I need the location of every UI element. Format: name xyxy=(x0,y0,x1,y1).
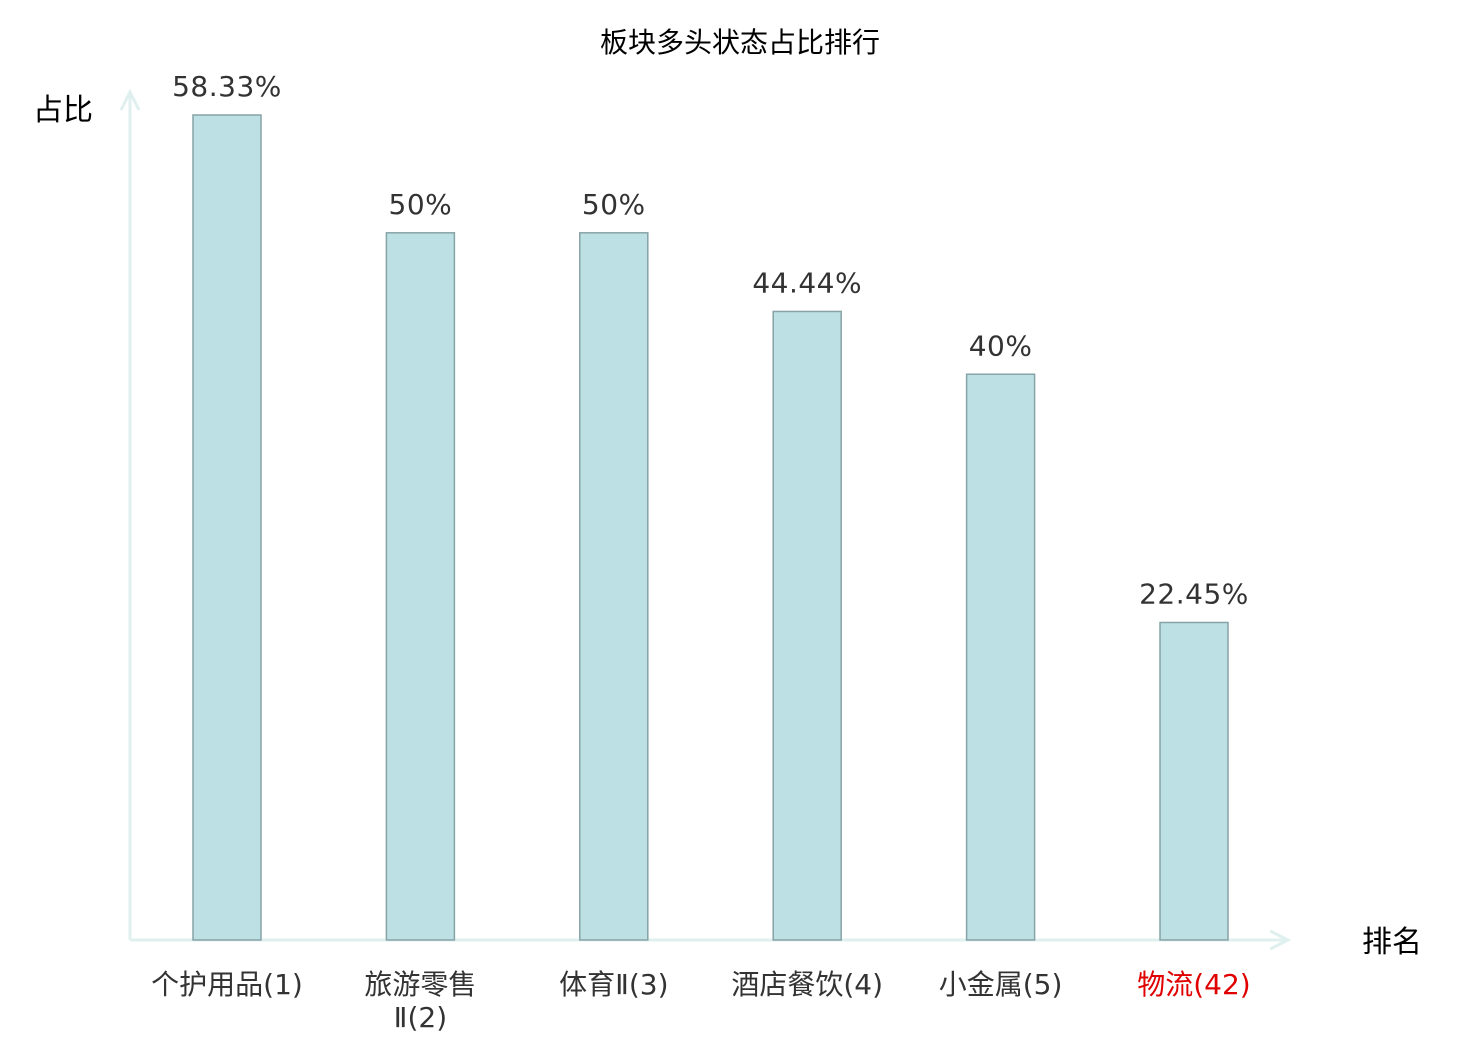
bar xyxy=(579,232,649,941)
x-axis-arrow-icon xyxy=(1269,929,1292,951)
category-label: Ⅱ(2) xyxy=(394,1001,447,1034)
bar xyxy=(192,114,262,941)
bar xyxy=(385,232,456,941)
y-axis-arrow-icon xyxy=(119,88,141,111)
category-label: 酒店餐饮(4) xyxy=(731,968,883,1001)
bar-value-label: 58.33% xyxy=(172,70,282,103)
bar-value-label: 50% xyxy=(582,188,646,221)
bar-value-label: 40% xyxy=(969,329,1033,362)
bar-value-label: 44.44% xyxy=(752,266,862,299)
category-label-highlight: 物流(42) xyxy=(1137,968,1250,1001)
bar-value-label: 22.45% xyxy=(1139,577,1249,610)
bar xyxy=(1159,621,1229,941)
category-label: 小金属(5) xyxy=(939,968,1063,1001)
category-label: 个护用品(1) xyxy=(151,968,303,1001)
bar-value-label: 50% xyxy=(389,188,453,221)
bar xyxy=(965,373,1036,941)
category-label: 旅游零售 xyxy=(364,968,476,1001)
chart-title: 板块多头状态占比排行 xyxy=(600,26,880,59)
x-axis-label: 排名 xyxy=(1362,925,1422,960)
bars-group xyxy=(192,114,1229,941)
category-label: 体育Ⅱ(3) xyxy=(559,968,668,1001)
bar xyxy=(772,310,842,941)
y-axis-label: 占比 xyxy=(33,93,93,128)
axes xyxy=(119,88,1292,951)
value-labels-group: 58.33% 50% 50% 44.44% 40% 22.45% xyxy=(172,70,1249,610)
